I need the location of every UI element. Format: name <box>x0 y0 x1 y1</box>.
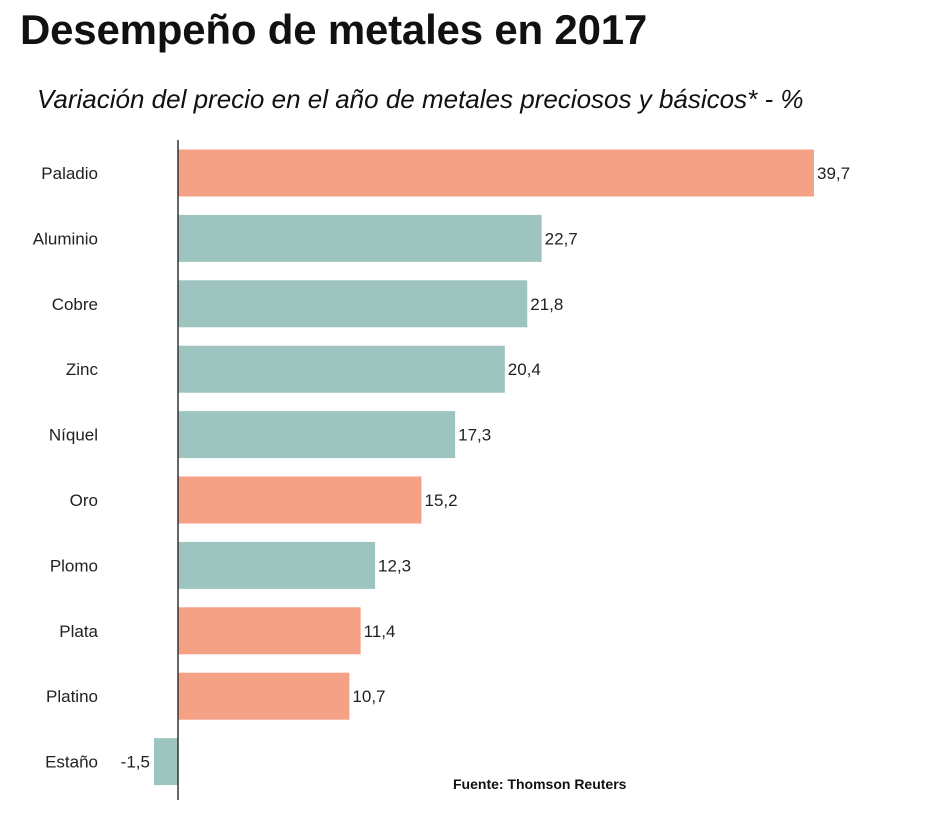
value-label-plomo: 12,3 <box>378 556 411 575</box>
value-label-oro: 15,2 <box>425 491 458 510</box>
labels-layer: Paladio 39,7 Aluminio 22,7 Cobre 21,8 Zinc 20,4… <box>33 164 850 772</box>
category-label-zinc: Zinc <box>66 360 99 379</box>
source-note: Fuente: Thomson Reuters <box>453 776 627 792</box>
value-label-niquel: 17,3 <box>458 426 491 445</box>
chart-title: Desempeño de metales en 2017 <box>20 6 648 53</box>
bar-plata <box>178 607 361 655</box>
category-label-cobre: Cobre <box>52 295 98 314</box>
category-label-platino: Platino <box>46 687 98 706</box>
category-label-plomo: Plomo <box>50 556 98 575</box>
bar-cobre <box>178 280 528 328</box>
bar-platino <box>178 672 350 720</box>
value-label-aluminio: 22,7 <box>545 229 578 248</box>
bar-estano <box>153 738 178 786</box>
bars-layer <box>153 149 814 786</box>
category-label-niquel: Níquel <box>49 426 98 445</box>
bar-niquel <box>178 411 456 459</box>
value-label-zinc: 20,4 <box>508 360 541 379</box>
bar-aluminio <box>178 214 542 262</box>
bar-paladio <box>178 149 814 197</box>
bar-oro <box>178 476 422 524</box>
category-label-paladio: Paladio <box>41 164 98 183</box>
bar-plomo <box>178 541 376 589</box>
category-label-plata: Plata <box>59 622 98 641</box>
value-label-plata: 11,4 <box>364 622 396 641</box>
value-label-estano: -1,5 <box>121 753 150 772</box>
value-label-platino: 10,7 <box>352 687 385 706</box>
value-label-paladio: 39,7 <box>817 164 850 183</box>
chart-subtitle: Variación del precio en el año de metale… <box>37 84 804 114</box>
category-label-aluminio: Aluminio <box>33 229 98 248</box>
category-label-oro: Oro <box>70 491 98 510</box>
bar-zinc <box>178 345 505 393</box>
value-label-cobre: 21,8 <box>530 295 563 314</box>
category-label-estano: Estaño <box>45 753 98 772</box>
